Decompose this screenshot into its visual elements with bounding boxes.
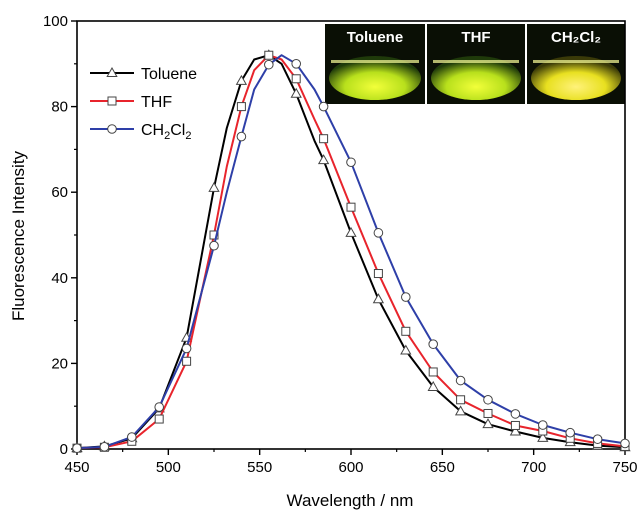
x-tick-label: 700 (521, 459, 546, 476)
data-point-ch2cl2 (565, 427, 576, 438)
x-tick-label: 450 (64, 459, 89, 476)
legend-label-ch2cl2: CH2Cl2 (141, 122, 191, 142)
y-tick-label: 20 (51, 355, 68, 372)
vial-label: THF (461, 29, 490, 46)
vial-meniscus (433, 60, 519, 63)
vial-label: CH₂Cl₂ (551, 29, 601, 46)
data-point-thf (319, 134, 329, 144)
data-point-thf (291, 74, 301, 84)
vial-photo-inset: Toluene THF CH₂Cl₂ (325, 24, 625, 104)
series-line-toluene (76, 54, 626, 450)
vial-glow (329, 56, 421, 100)
vial-meniscus (533, 60, 619, 63)
data-point-thf (456, 395, 466, 405)
x-tick-label: 500 (156, 459, 181, 476)
legend-marker-toluene (106, 66, 118, 77)
data-point-toluene (208, 181, 220, 192)
axes: 450 500 550 600 650 700 750 0 20 40 60 80 100 (43, 13, 638, 476)
data-point-toluene (454, 405, 467, 416)
vial-glow (431, 56, 521, 100)
legend: Toluene THF CH2Cl2 (90, 66, 197, 142)
data-point-ch2cl2 (127, 432, 137, 442)
data-point-toluene (427, 380, 439, 391)
data-point-thf (236, 102, 246, 112)
data-point-toluene (400, 344, 412, 355)
data-point-toluene (537, 431, 549, 442)
data-point-toluene (372, 293, 385, 304)
data-point-ch2cl2 (154, 402, 164, 412)
y-tick-label: 40 (51, 270, 68, 287)
series-line-thf (76, 54, 626, 450)
x-axis-title: Wavelength / nm (287, 491, 414, 510)
data-point-thf (373, 269, 383, 279)
data-point-ch2cl2 (401, 292, 411, 302)
series-line-ch2cl2 (76, 54, 626, 450)
data-point-ch2cl2 (264, 59, 274, 70)
data-point-ch2cl2 (181, 343, 192, 354)
series-layer (71, 49, 631, 453)
legend-marker-ch2cl2 (107, 124, 117, 134)
data-point-ch2cl2 (373, 228, 384, 238)
data-point-ch2cl2 (455, 375, 466, 386)
y-tick-label: 80 (51, 99, 68, 116)
data-point-ch2cl2 (346, 157, 356, 168)
data-point-toluene (235, 74, 248, 85)
data-point-thf (346, 202, 356, 212)
data-point-toluene (290, 87, 302, 98)
data-point-thf (428, 367, 438, 377)
legend-marker-thf (107, 96, 117, 106)
y-tick-label: 0 (60, 441, 68, 458)
data-point-ch2cl2 (291, 59, 302, 69)
x-tick-label: 600 (338, 459, 363, 476)
data-point-thf (264, 50, 274, 60)
data-point-toluene (509, 425, 522, 436)
data-point-thf (483, 408, 493, 418)
data-point-ch2cl2 (538, 420, 548, 430)
data-point-thf (401, 326, 411, 336)
x-tick-label: 650 (430, 459, 455, 476)
vial-label: Toluene (347, 29, 403, 46)
x-tick-label: 750 (612, 459, 637, 476)
data-point-ch2cl2 (592, 434, 603, 444)
data-point-ch2cl2 (620, 438, 630, 449)
data-point-toluene (482, 418, 494, 429)
data-point-thf (510, 420, 520, 430)
x-tick-label: 550 (247, 459, 272, 476)
legend-label-thf: THF (141, 94, 172, 111)
vial-glow (531, 56, 621, 100)
y-tick-label: 100 (43, 13, 68, 30)
data-point-ch2cl2 (428, 339, 439, 349)
y-axis-title: Fluorescence Intensity (9, 150, 28, 321)
data-point-ch2cl2 (99, 442, 110, 452)
data-point-ch2cl2 (72, 443, 82, 453)
y-tick-label: 60 (51, 184, 68, 201)
data-point-thf (182, 356, 192, 366)
data-point-ch2cl2 (510, 409, 521, 419)
data-point-ch2cl2 (483, 394, 493, 405)
data-point-ch2cl2 (236, 131, 247, 142)
data-point-toluene (345, 226, 357, 237)
data-point-ch2cl2 (318, 101, 329, 112)
data-point-ch2cl2 (209, 240, 219, 251)
legend-label-toluene: Toluene (141, 66, 197, 83)
data-point-thf (209, 230, 219, 240)
data-point-toluene (317, 154, 330, 165)
vial-meniscus (331, 60, 419, 63)
data-point-thf (154, 414, 164, 424)
